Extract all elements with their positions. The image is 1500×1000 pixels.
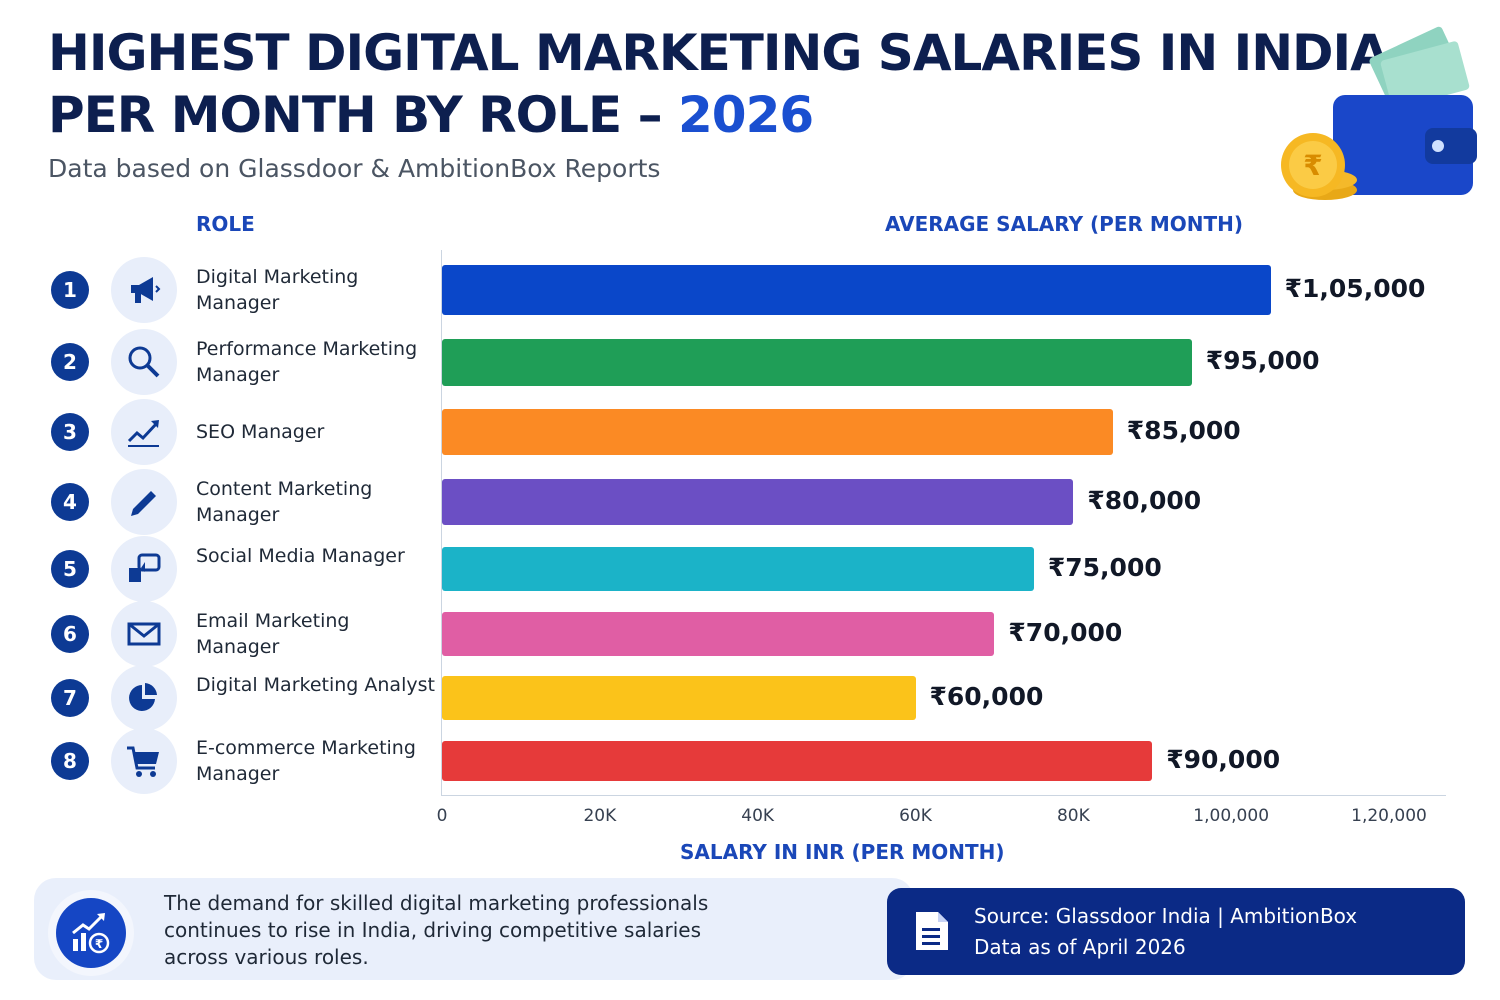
title-line-2: PER MONTH BY ROLE – (48, 86, 678, 144)
svg-text:₹: ₹ (1303, 149, 1322, 182)
bar (442, 741, 1153, 781)
value-label: ₹75,000 (1047, 553, 1162, 582)
role-column-header: ROLE (196, 212, 255, 236)
value-label: ₹1,05,000 (1284, 274, 1426, 303)
role-label: Digital Marketing Manager (196, 266, 359, 314)
page-title: HIGHEST DIGITAL MARKETING SALARIES IN IN… (48, 22, 1389, 146)
role-label: SEO Manager (196, 421, 325, 443)
x-tick-label: 1,00,000 (1193, 806, 1270, 826)
note-text: The demand for skilled digital marketing… (164, 891, 709, 969)
svg-text:₹: ₹ (95, 937, 103, 951)
title-line-1: HIGHEST DIGITAL MARKETING SALARIES IN IN… (48, 24, 1389, 82)
salary-column-header: AVERAGE SALARY (PER MONTH) (885, 212, 1244, 236)
data-date-line: Data as of April 2026 (974, 935, 1186, 959)
value-label: ₹85,000 (1126, 416, 1241, 445)
growth-rupee-icon: ₹ (56, 898, 126, 968)
source-panel (887, 888, 1465, 975)
value-label: ₹70,000 (1008, 618, 1123, 647)
title-year: 2026 (678, 86, 814, 144)
document-icon (916, 912, 948, 950)
trend-up-icon (111, 399, 177, 465)
value-label: ₹60,000 (929, 682, 1044, 711)
rank-badge: 2 (51, 343, 89, 381)
bar (442, 612, 995, 656)
rank-badge: 4 (51, 483, 89, 521)
x-tick-label: 20K (583, 806, 617, 826)
x-axis-line (441, 795, 1446, 796)
role-label: E-commerce Marketing Manager (196, 737, 416, 785)
role-label: Performance Marketing Manager (196, 338, 418, 386)
note-panel (34, 878, 914, 980)
y-axis-line (441, 250, 442, 796)
x-axis-label: SALARY IN INR (PER MONTH) (680, 840, 1005, 864)
bar (442, 265, 1271, 315)
rank-badge: 5 (51, 550, 89, 588)
bar (442, 338, 1192, 386)
rank-badge: 6 (51, 615, 89, 653)
x-tick-label: 80K (1056, 806, 1090, 826)
pencil-icon (111, 469, 177, 535)
value-label: ₹80,000 (1087, 486, 1202, 515)
bar (442, 409, 1113, 455)
role-label: Digital Marketing Analyst (196, 674, 435, 696)
x-tick-label: 40K (741, 806, 775, 826)
x-tick-label: 0 (436, 806, 448, 826)
rank-badge: 8 (51, 742, 89, 780)
rank-badge: 3 (51, 413, 89, 451)
rank-badge: 7 (51, 679, 89, 717)
megaphone-icon (111, 257, 177, 323)
value-label: ₹90,000 (1166, 745, 1281, 774)
bar (442, 547, 1034, 591)
bar (442, 479, 1074, 525)
source-text: Source: Glassdoor India | AmbitionBox Da… (974, 901, 1357, 963)
role-label: Email Marketing Manager (196, 610, 350, 658)
cart-icon (111, 728, 177, 794)
x-tick-label: 1,20,000 (1351, 806, 1427, 826)
bar (442, 676, 916, 720)
search-icon (111, 329, 177, 395)
value-label: ₹95,000 (1205, 346, 1320, 375)
x-tick-label: 60K (899, 806, 932, 826)
social-chat-icon (111, 536, 177, 602)
role-label: Social Media Manager (196, 545, 405, 567)
source-line: Source: Glassdoor India | AmbitionBox (974, 904, 1358, 928)
role-label: Content Marketing Manager (196, 478, 373, 526)
mail-icon (111, 601, 177, 667)
pie-chart-icon (111, 665, 177, 731)
rank-badge: 1 (51, 271, 89, 309)
subtitle: Data based on Glassdoor & AmbitionBox Re… (48, 154, 661, 183)
wallet-icon: ₹ (1281, 26, 1477, 200)
